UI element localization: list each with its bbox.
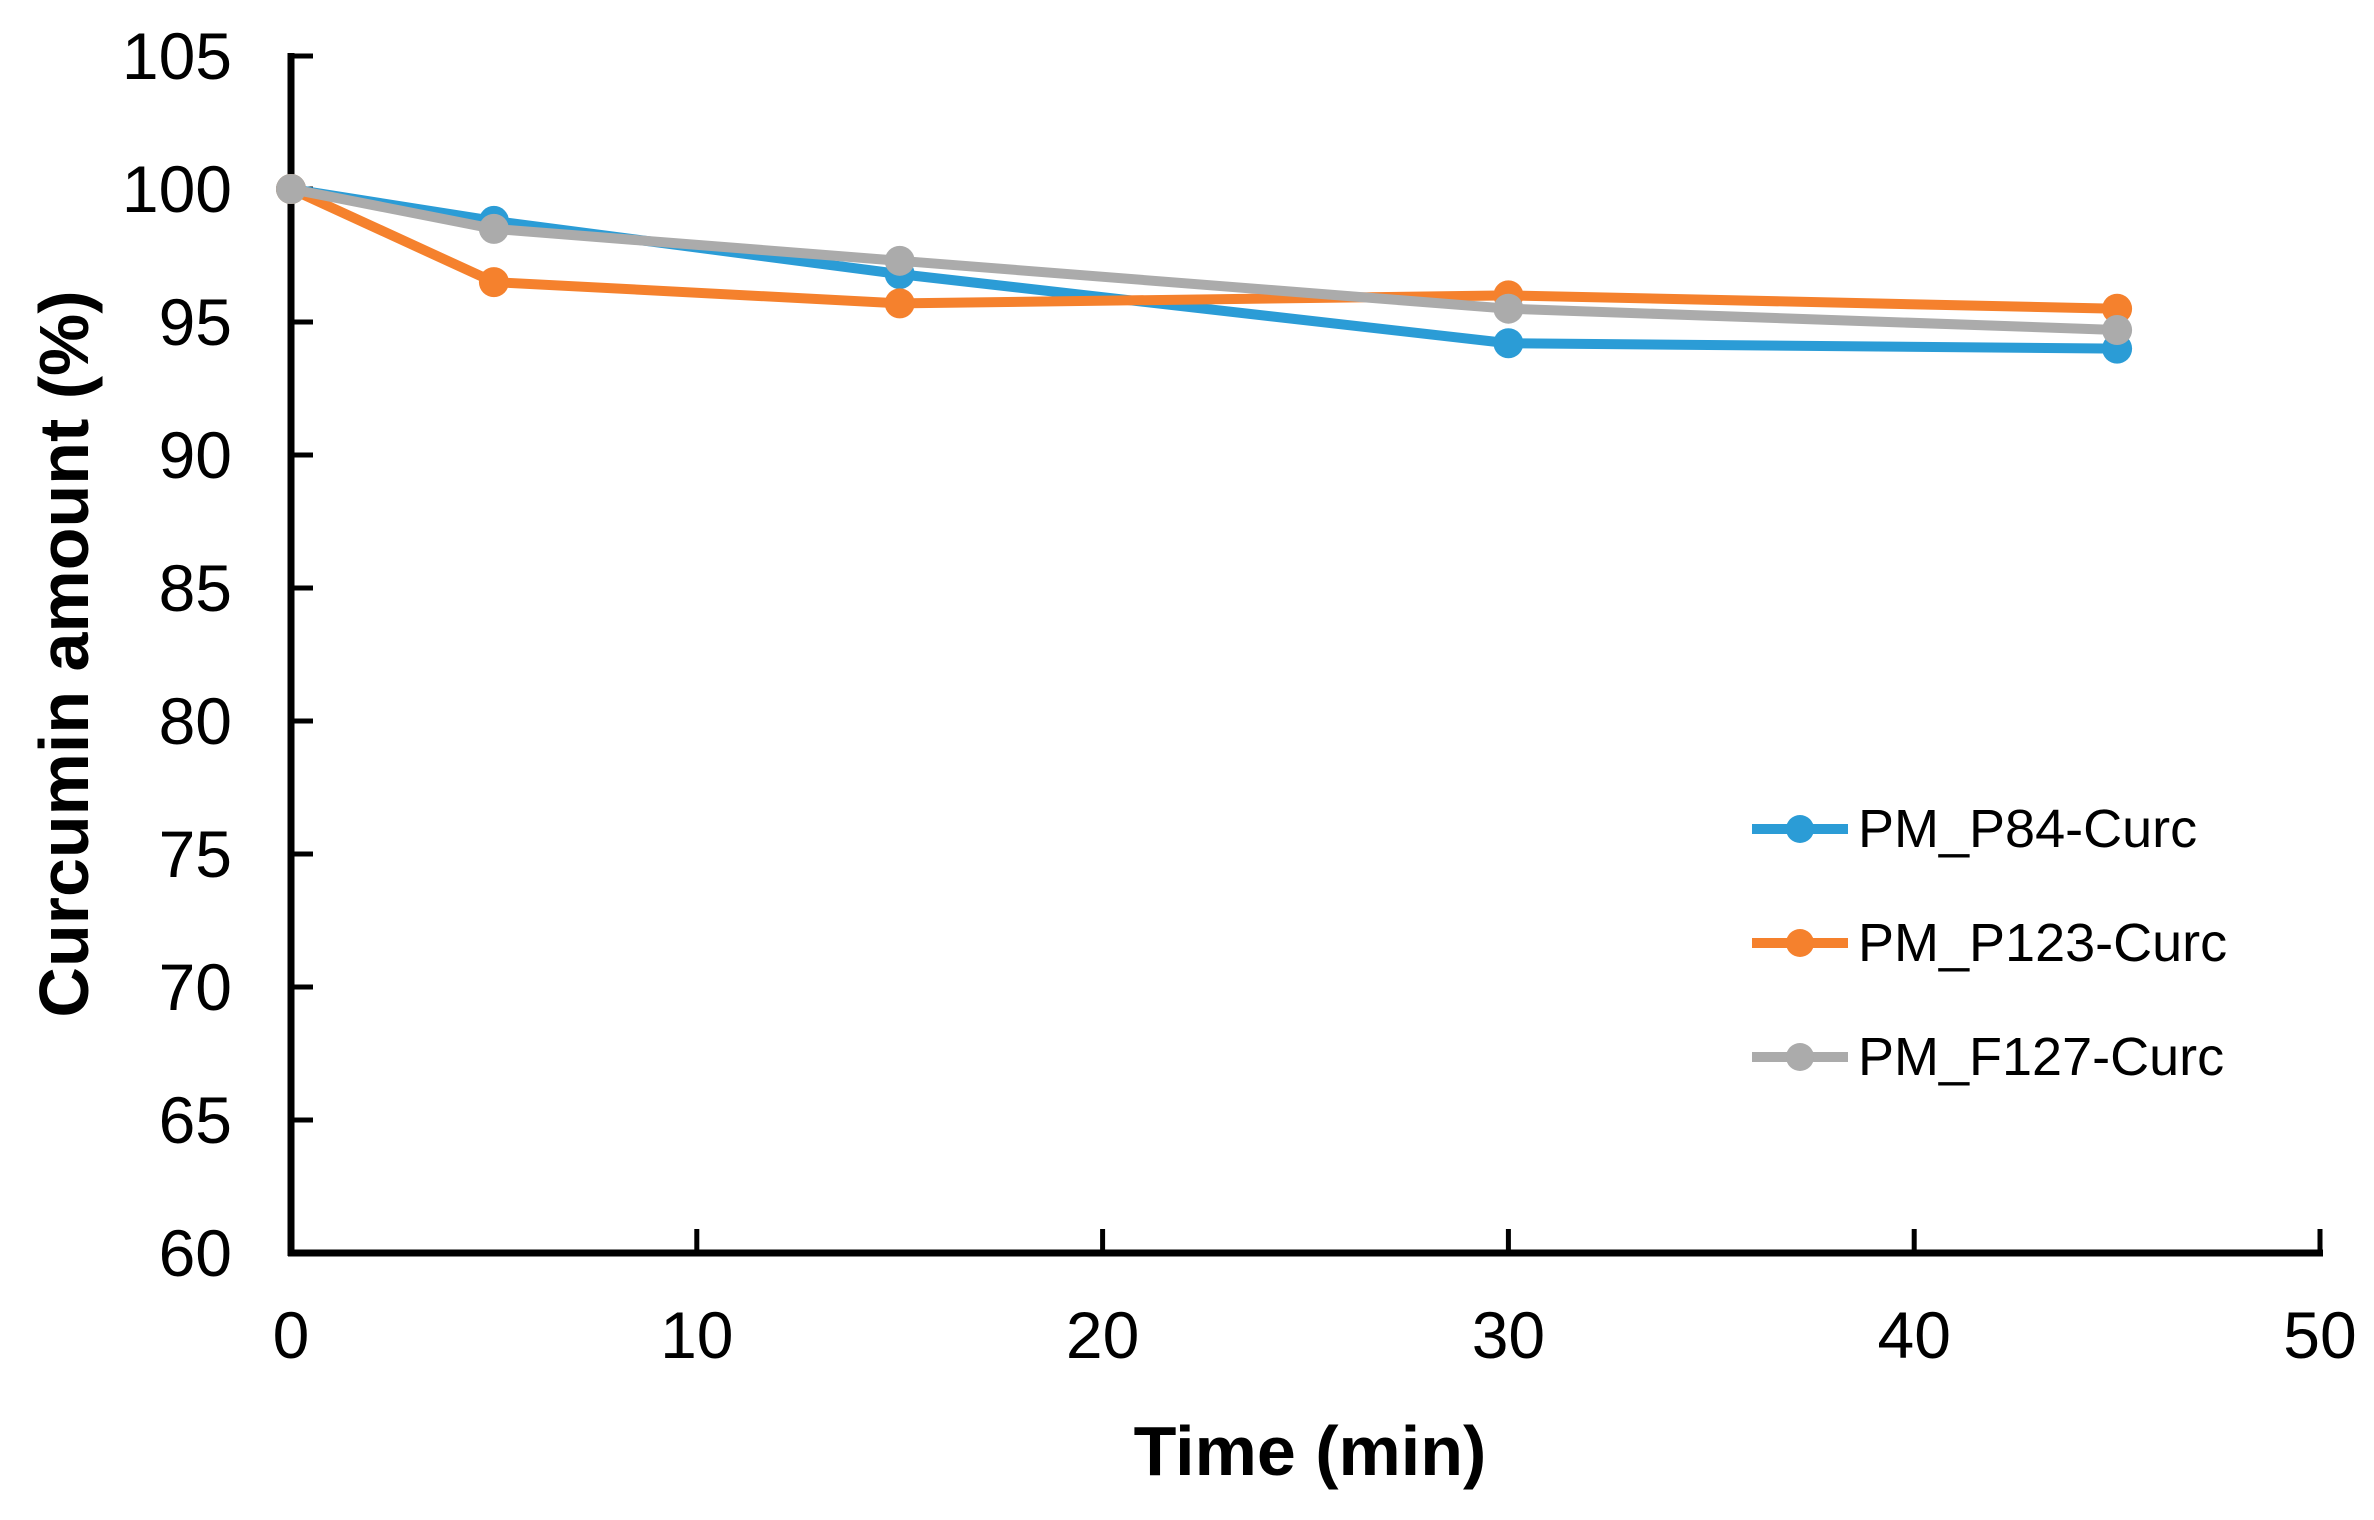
x-tick-label: 40 [1877, 1298, 1950, 1372]
legend-label-PM_P123-Curc: PM_P123-Curc [1858, 913, 2227, 973]
data-point-PM_F127-Curc [478, 213, 509, 244]
data-point-PM_F127-Curc [276, 174, 306, 204]
legend-marker-dot-PM_P123-Curc [1786, 929, 1814, 957]
y-tick-label: 75 [159, 817, 232, 891]
y-axis-title: Curcumin amount (%) [25, 290, 103, 1017]
data-point-PM_P84-Curc [1493, 328, 1524, 359]
data-point-PM_P123-Curc [884, 288, 915, 319]
y-tick-label: 105 [122, 19, 232, 93]
legend-label-PM_P84-Curc: PM_P84-Curc [1858, 799, 2197, 859]
data-point-PM_P123-Curc [2102, 293, 2133, 324]
data-point-PM_F127-Curc [1493, 293, 1524, 324]
data-point-PM_F127-Curc [884, 245, 915, 276]
legend-marker-dot-PM_F127-Curc [1786, 1043, 1814, 1071]
y-tick-label: 80 [159, 684, 232, 758]
series-line-PM_P123-Curc [286, 184, 2123, 314]
data-point-PM_F127-Curc [2102, 314, 2133, 345]
y-tick-label: 60 [159, 1216, 232, 1290]
y-tick-label: 65 [159, 1083, 232, 1157]
x-axis-title: Time (min) [1134, 1412, 1487, 1490]
x-tick-label: 30 [1472, 1298, 1545, 1372]
y-tick-label: 70 [159, 950, 232, 1024]
x-tick-label: 20 [1066, 1298, 1139, 1372]
x-tick-label: 50 [2283, 1298, 2356, 1372]
x-tick-label: 0 [273, 1298, 310, 1372]
y-tick-label: 85 [159, 551, 232, 625]
y-tick-label: 95 [159, 285, 232, 359]
y-tick-label: 90 [159, 418, 232, 492]
x-tick-label: 10 [660, 1298, 733, 1372]
legend-marker-dot-PM_P84-Curc [1786, 815, 1814, 843]
legend-label-PM_F127-Curc: PM_F127-Curc [1858, 1027, 2224, 1087]
y-tick-label: 100 [122, 152, 232, 226]
data-point-PM_P123-Curc [478, 267, 509, 298]
